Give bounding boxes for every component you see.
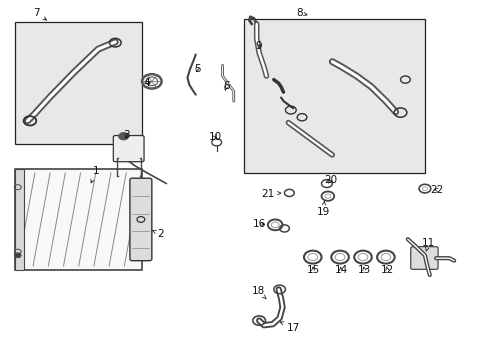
Text: 15: 15 (306, 265, 319, 275)
Circle shape (14, 253, 21, 258)
Text: 18: 18 (251, 286, 266, 299)
Text: 17: 17 (280, 322, 299, 333)
Text: 12: 12 (380, 265, 393, 275)
Text: 6: 6 (223, 81, 229, 91)
Text: 7: 7 (33, 8, 46, 20)
Text: 5: 5 (194, 64, 200, 74)
Text: 4: 4 (143, 78, 150, 88)
Circle shape (119, 133, 128, 140)
Text: 21: 21 (261, 189, 280, 199)
Text: 16: 16 (252, 219, 265, 229)
Text: 19: 19 (316, 202, 329, 217)
Text: 3: 3 (123, 130, 129, 140)
Bar (15, 169, 24, 270)
FancyBboxPatch shape (130, 178, 152, 261)
Text: 1: 1 (91, 166, 99, 183)
Text: 13: 13 (357, 265, 370, 275)
Text: 20: 20 (324, 175, 337, 185)
Text: 10: 10 (209, 132, 222, 142)
Bar (15, 169, 142, 270)
Bar (15, 22, 142, 144)
Text: 22: 22 (429, 185, 442, 195)
Bar (244, 19, 424, 173)
FancyBboxPatch shape (113, 135, 144, 162)
Text: 8: 8 (296, 8, 306, 18)
Text: 2: 2 (152, 229, 163, 239)
Text: 11: 11 (421, 238, 434, 251)
Text: 14: 14 (334, 265, 347, 275)
Text: 9: 9 (255, 41, 262, 51)
FancyBboxPatch shape (410, 247, 437, 269)
